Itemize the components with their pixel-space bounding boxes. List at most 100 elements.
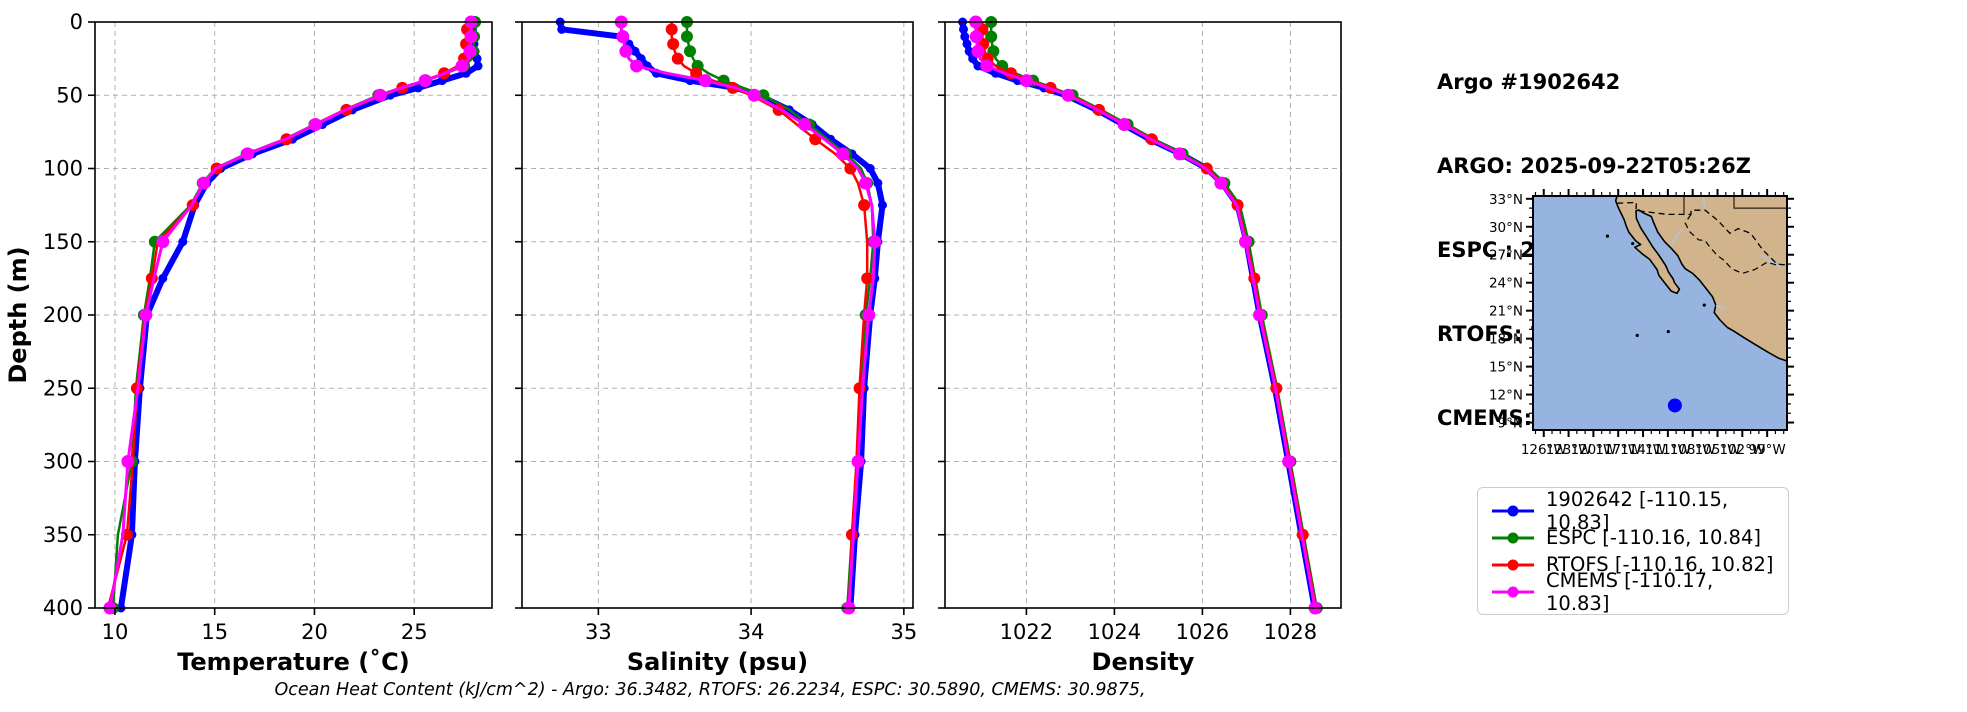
data-marker — [858, 199, 871, 212]
data-marker — [413, 83, 423, 93]
data-marker — [156, 235, 170, 249]
legend-entry: RTOFS [-110.16, 10.82] — [1490, 551, 1776, 578]
island — [1635, 333, 1639, 337]
float-position-marker — [1667, 398, 1682, 413]
us-mexico-border — [1617, 201, 1788, 266]
data-marker — [1253, 308, 1267, 322]
data-marker — [973, 61, 983, 71]
island — [1605, 234, 1610, 238]
legend-entry: 1902642 [-110.15, 10.83] — [1490, 488, 1776, 534]
data-marker — [665, 23, 678, 36]
x-tick-label: 1028 — [1264, 620, 1317, 644]
x-tick-label: 25 — [401, 620, 428, 644]
x-tick-label: 34 — [738, 620, 765, 644]
state-line — [1733, 196, 1787, 209]
legend-marker-icon — [1492, 559, 1534, 570]
data-marker — [308, 118, 322, 132]
x-axis-title: Density — [1092, 648, 1195, 676]
y-axis-title: Depth (m) — [4, 246, 32, 383]
data-marker — [868, 235, 882, 249]
y-tick-label: 200 — [43, 303, 83, 327]
data-marker — [1173, 147, 1187, 161]
data-marker — [1061, 88, 1075, 102]
map-lat-label: 15°N — [1489, 360, 1523, 376]
map-lat-label: 12°N — [1489, 388, 1523, 404]
data-marker — [671, 52, 684, 65]
x-axis-title: Salinity (psu) — [627, 648, 808, 676]
x-tick-label: 15 — [201, 620, 228, 644]
data-marker — [836, 147, 850, 161]
y-tick-label: 150 — [43, 230, 83, 254]
x-tick-label: 33 — [585, 620, 612, 644]
data-marker — [1282, 455, 1296, 468]
x-axis-title: Temperature (˚C) — [177, 648, 410, 676]
data-marker — [684, 45, 697, 58]
state-border-dashed — [1684, 214, 1780, 275]
data-marker — [862, 308, 876, 322]
density-plot: 1022 1024 1026 1028 Density — [938, 15, 1342, 676]
legend-label: RTOFS [-110.16, 10.82] — [1546, 553, 1774, 576]
data-marker — [859, 176, 873, 190]
location-map: 33°N 30°N 27°N 24°N 21°N 18°N 15°N 12°N 9°N 126°W… — [1489, 189, 1794, 458]
map-lat-label: 21°N — [1489, 304, 1523, 320]
data-marker — [197, 176, 211, 190]
island — [1666, 330, 1670, 334]
data-marker — [969, 30, 983, 44]
land-coastline — [1614, 195, 1788, 362]
data-marker — [873, 178, 883, 188]
data-marker — [630, 46, 640, 56]
salinity-plot: 33 34 35 Salinity (psu) — [515, 15, 917, 676]
legend: 1902642 [-110.15, 10.83] ESPC [-110.16, 1… — [1477, 487, 1789, 615]
profile-figure: 10 15 20 25050100150200250300350400Temperat… — [4, 10, 1342, 700]
data-marker — [121, 455, 135, 468]
y-tick-label: 250 — [43, 376, 83, 400]
map-lon-label: 117°W — [1595, 442, 1641, 458]
map-lat-label: 24°N — [1489, 276, 1523, 292]
legend-dot — [1507, 559, 1519, 570]
data-marker — [373, 88, 387, 102]
river — [1715, 304, 1727, 310]
legend-marker-icon — [1492, 505, 1534, 516]
data-marker — [985, 30, 998, 43]
map-lon-label: 123°W — [1546, 442, 1592, 458]
profile-line — [108, 22, 473, 609]
data-marker — [698, 74, 712, 88]
map-lon-label: 114°W — [1620, 442, 1666, 458]
map-lon-label: 108°W — [1670, 442, 1716, 458]
x-tick-label: 10 — [102, 620, 129, 644]
map-lon-label: 99°W — [1749, 442, 1786, 458]
data-marker — [971, 44, 985, 58]
y-tick-label: 400 — [43, 596, 83, 620]
data-marker — [680, 30, 693, 43]
map-lon-label: 120°W — [1570, 442, 1616, 458]
x-tick-label: 20 — [301, 620, 328, 644]
x-tick-label: 1024 — [1088, 620, 1141, 644]
data-marker — [747, 88, 761, 102]
river — [1670, 228, 1683, 246]
map-lon-label: 126°W — [1521, 442, 1567, 458]
map-lat-label: 27°N — [1489, 248, 1523, 264]
legend-entry: CMEMS [-110.17, 10.83] — [1490, 569, 1776, 615]
y-tick-label: 100 — [43, 157, 83, 181]
data-marker — [464, 30, 478, 44]
legend-label: CMEMS [-110.17, 10.83] — [1546, 568, 1714, 615]
x-tick-label: 1026 — [1176, 620, 1229, 644]
data-marker — [241, 147, 255, 161]
data-marker — [960, 32, 970, 42]
map-lat-label: 30°N — [1489, 220, 1523, 236]
y-tick-label: 0 — [70, 10, 83, 34]
data-marker — [1239, 235, 1253, 249]
river — [1760, 254, 1781, 268]
data-marker — [861, 272, 874, 285]
data-marker — [798, 118, 812, 132]
island — [1631, 241, 1635, 246]
temperature-plot: 10 15 20 25050100150200250300350400Temperat… — [43, 10, 493, 676]
ocean-heat-content-text: Ocean Heat Content (kJ/cm^2) - Argo: 36.… — [274, 680, 1145, 700]
data-marker — [962, 39, 972, 49]
data-marker — [178, 237, 188, 247]
data-marker — [964, 46, 974, 56]
data-marker — [865, 164, 875, 173]
data-marker — [877, 200, 887, 210]
data-marker — [667, 37, 680, 50]
river — [1701, 195, 1706, 211]
